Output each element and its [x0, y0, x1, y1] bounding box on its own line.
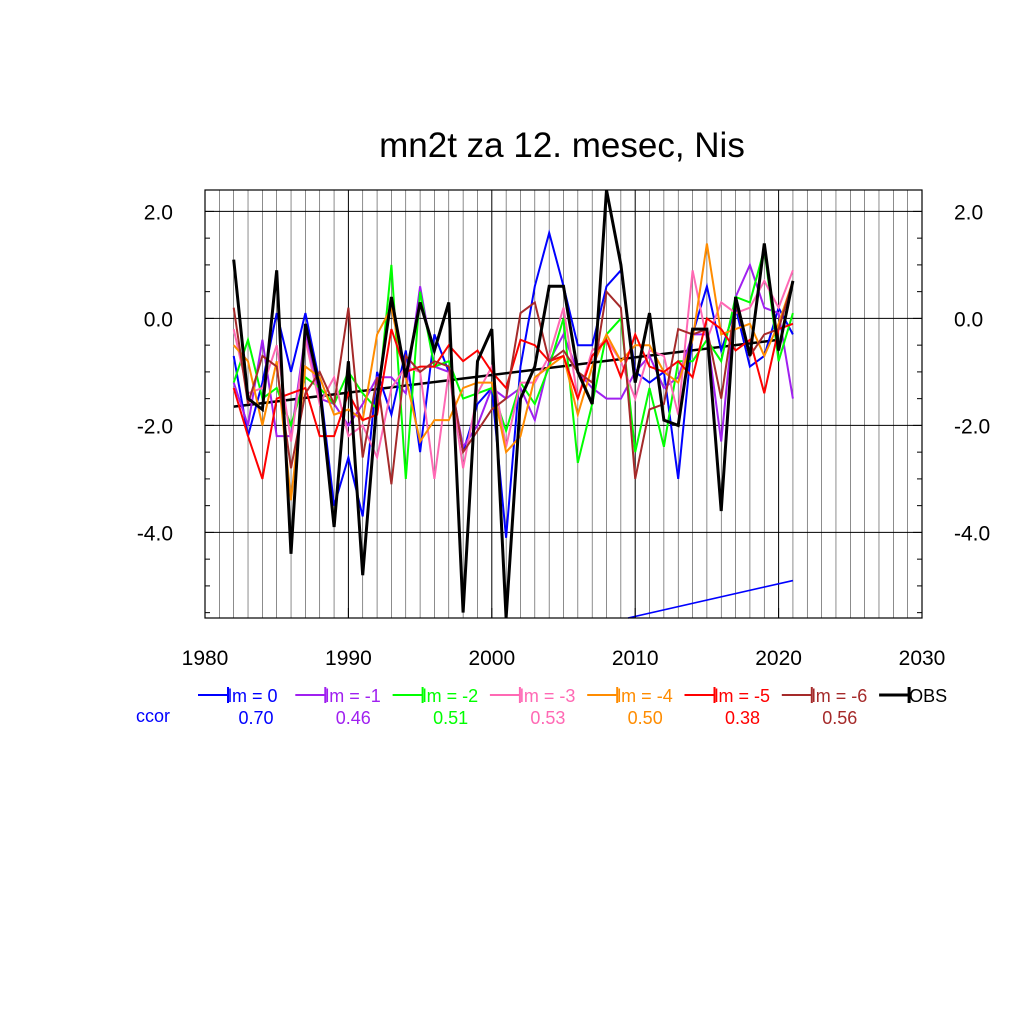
y-tick-label-left: -2.0: [137, 415, 173, 438]
tick-labels: 1980 1990 2000 2010 2020 2030 2.0 2.0 0.0 0.0 -2.0…: [137, 201, 990, 670]
legend-label: lm = -5: [715, 686, 771, 706]
plot-frame: [204, 189, 923, 619]
series-line-3: [232, 269, 794, 480]
series-layer: [232, 189, 795, 619]
ccor-label: ccor: [136, 706, 170, 726]
x-tick-label: 2030: [899, 647, 946, 670]
series-line-1: [232, 262, 794, 450]
ccor-value: 0.38: [725, 708, 760, 728]
series-line-4: [232, 243, 794, 501]
chart-title: mn2t za 12. mesec, Nis: [379, 126, 745, 165]
ccor-value: 0.56: [822, 708, 857, 728]
model-trend-line: [627, 579, 794, 619]
legend-label: lm = -4: [617, 686, 673, 706]
plot-border: [204, 189, 923, 619]
legend-label: lm = 0: [228, 686, 278, 706]
x-tick-label: 2020: [755, 647, 802, 670]
legend-label: lm = -2: [423, 686, 479, 706]
legend-label: lm = -3: [520, 686, 576, 706]
legend-label: lm = -6: [812, 686, 868, 706]
x-tick-label: 2000: [468, 647, 515, 670]
y-tick-label-left: 2.0: [144, 201, 173, 224]
series-line-7: [232, 189, 795, 619]
ccor-value: 0.53: [530, 708, 565, 728]
y-tick-label-left: -4.0: [137, 522, 173, 545]
ccor-value: 0.50: [628, 708, 663, 728]
legend-label: lm = -1: [325, 686, 381, 706]
legend-label: OBS: [909, 686, 947, 706]
y-tick-label-right: -2.0: [954, 415, 990, 438]
x-tick-label: 1990: [325, 647, 372, 670]
y-tick-label-left: 0.0: [144, 308, 173, 331]
y-tick-label-right: 2.0: [954, 201, 983, 224]
ccor-value: 0.70: [238, 708, 273, 728]
x-tick-label: 1980: [182, 647, 229, 670]
y-tick-label-right: 0.0: [954, 308, 983, 331]
y-tick-label-right: -4.0: [954, 522, 990, 545]
ccor-value: 0.51: [433, 708, 468, 728]
grid-layer: [205, 189, 922, 619]
series-line-5: [232, 316, 794, 480]
series-line-6: [232, 280, 794, 485]
x-tick-label: 2010: [612, 647, 659, 670]
ccor-value: 0.46: [336, 708, 371, 728]
